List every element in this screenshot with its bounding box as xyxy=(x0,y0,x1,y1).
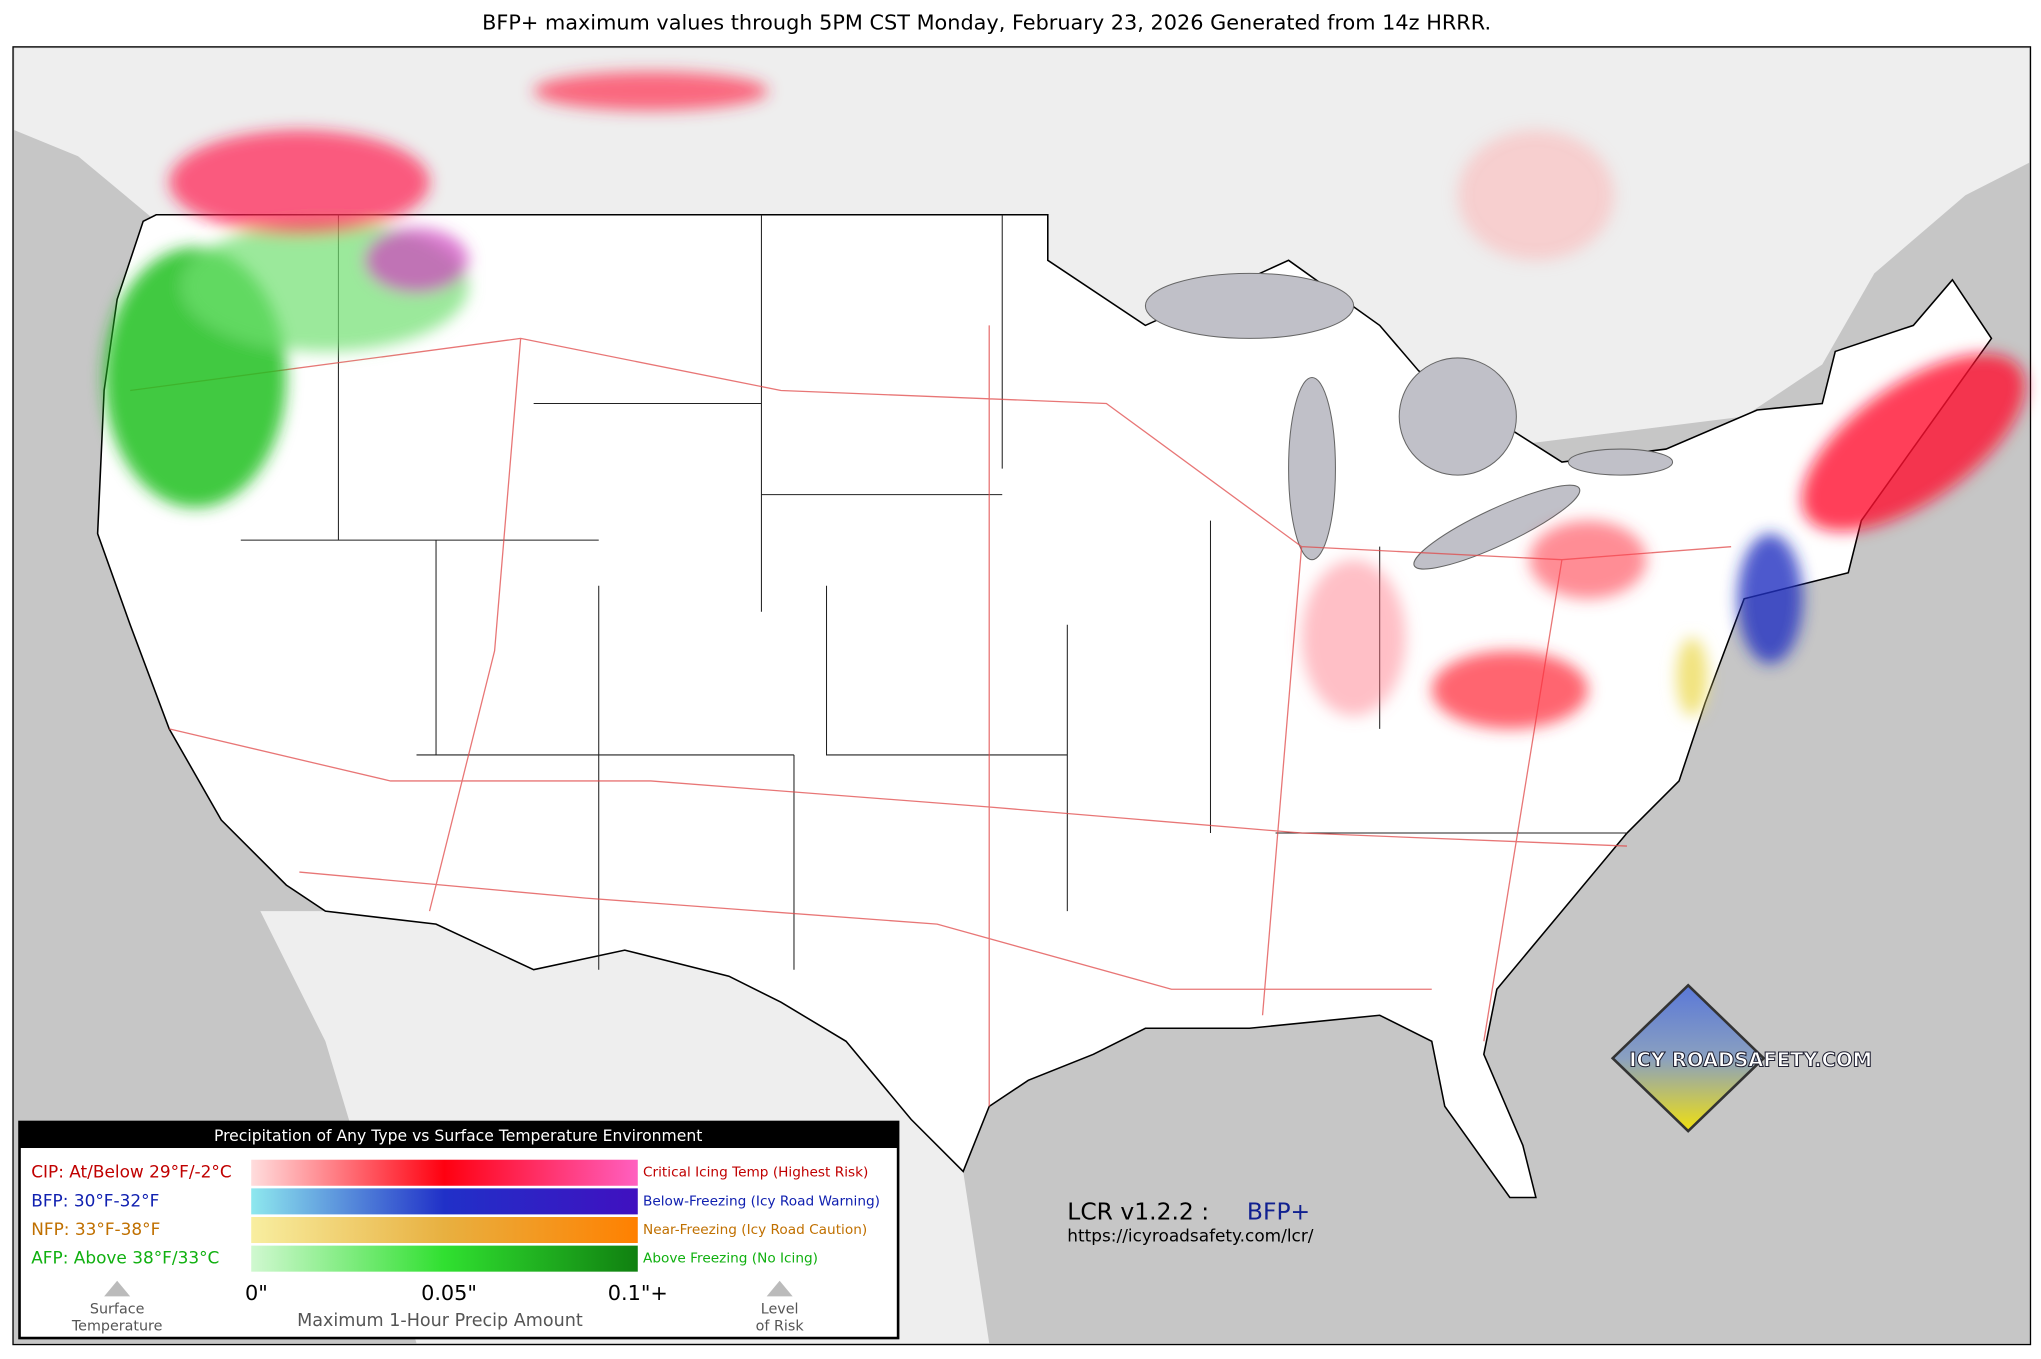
map-layer: BFP+ maximum values through 5PM CST Mond… xyxy=(12,10,2032,1346)
lake-ontario xyxy=(1567,448,1674,476)
logo: ICY ROADSAFETY.COM xyxy=(1610,983,1873,1133)
lake-erie xyxy=(1413,484,1581,570)
legend-rows: CIP: At/Below 29°F/-2°C BFP: 30°F-32°F N… xyxy=(31,1162,231,1268)
precip-cip xyxy=(1457,130,1614,261)
precip-bfp xyxy=(1737,533,1803,664)
interstates xyxy=(130,325,1732,1107)
precip-nfp xyxy=(1676,637,1708,716)
logo-diamond xyxy=(1610,983,1766,1133)
legend-descriptions: Critical Icing Temp (Highest Risk) Below… xyxy=(643,1165,880,1267)
precip-cip xyxy=(1801,353,2026,532)
right-caption: of Risk xyxy=(756,1318,805,1334)
product-url: https://icyroadsafety.com/lcr/ xyxy=(1067,1226,1313,1246)
right-caption: Level xyxy=(761,1301,799,1317)
map-title: BFP+ maximum values through 5PM CST Mond… xyxy=(482,10,1491,34)
left-caption: Surface xyxy=(90,1301,145,1317)
scale-title: Maximum 1-Hour Precip Amount xyxy=(297,1311,583,1331)
lake-huron xyxy=(1398,357,1517,476)
lake-superior xyxy=(1144,272,1355,339)
bfp-bar xyxy=(251,1188,638,1215)
legend-title: Precipitation of Any Type vs Surface Tem… xyxy=(214,1127,702,1145)
scale-label: 0.05" xyxy=(421,1281,477,1305)
precip-cip xyxy=(364,227,469,293)
row-label: CIP: At/Below 29°F/-2°C xyxy=(31,1162,231,1182)
precip-cip xyxy=(169,130,430,235)
arrow-left xyxy=(104,1280,131,1297)
legend: Precipitation of Any Type vs Surface Tem… xyxy=(18,1120,900,1340)
logo-text: ICY ROADSAFETY.COM xyxy=(1629,1048,1872,1071)
usa xyxy=(96,213,1993,1199)
row-label: AFP: Above 38°F/33°C xyxy=(31,1248,219,1268)
row-description: Above Freezing (No Icing) xyxy=(643,1251,818,1267)
scale-label: 0" xyxy=(245,1281,268,1305)
row-description: Near-Freezing (Icy Road Caution) xyxy=(643,1222,867,1238)
interstate-lines xyxy=(130,325,1732,1107)
afp-bar xyxy=(251,1245,638,1272)
great-lakes xyxy=(1144,272,1674,570)
row-label: BFP: 30°F-32°F xyxy=(31,1190,159,1210)
precip-cip xyxy=(1431,650,1588,729)
precip-blobs xyxy=(104,71,2026,729)
row-label: NFP: 33°F-38°F xyxy=(31,1219,160,1239)
precip-cip xyxy=(533,71,768,111)
left-caption: Temperature xyxy=(71,1318,163,1334)
row-description: Critical Icing Temp (Highest Risk) xyxy=(643,1165,868,1181)
legend-header xyxy=(19,1121,899,1149)
scale-label: 0.1"+ xyxy=(608,1281,668,1305)
cip-bar xyxy=(251,1159,638,1186)
product-label: BFP+ xyxy=(1247,1198,1310,1226)
arrow-right xyxy=(766,1280,793,1297)
version-label: LCR v1.2.2 : xyxy=(1067,1198,1209,1226)
precip-cip xyxy=(1529,520,1647,599)
legend-box xyxy=(18,1120,900,1340)
row-description: Below-Freezing (Icy Road Warning) xyxy=(643,1193,880,1209)
nfp-bar xyxy=(251,1216,638,1244)
lake-michigan xyxy=(1288,376,1336,561)
precip-cip xyxy=(1301,559,1406,716)
